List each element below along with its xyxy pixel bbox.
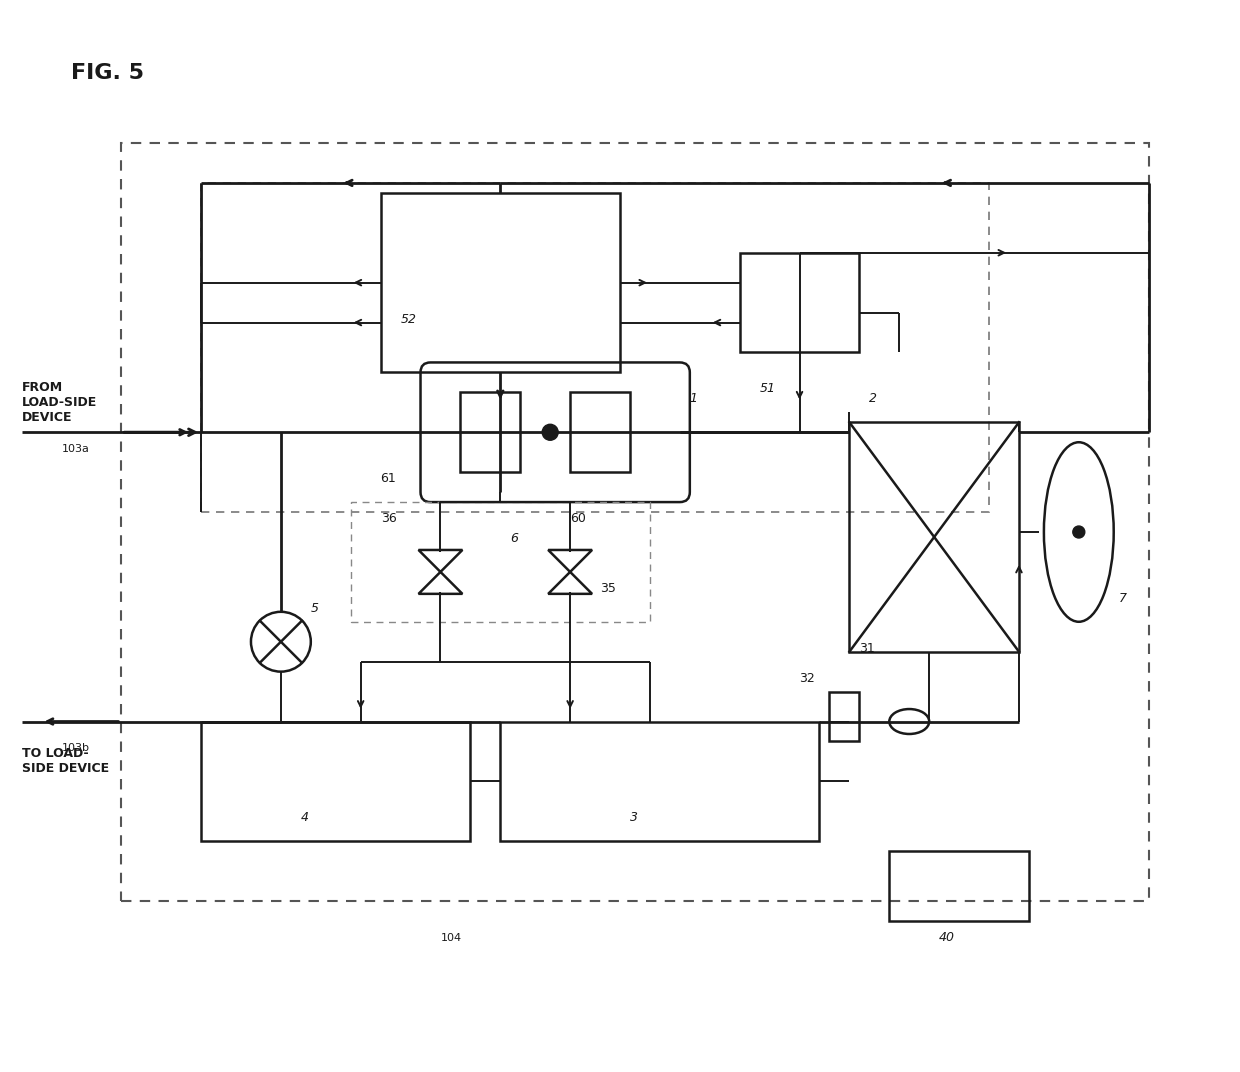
Text: FROM
LOAD-SIDE
DEVICE: FROM LOAD-SIDE DEVICE [21, 381, 97, 423]
Text: 31: 31 [859, 642, 875, 655]
Bar [849, 422, 1019, 652]
Text: 6: 6 [511, 532, 518, 545]
Text: 103a: 103a [62, 444, 89, 455]
Bar [570, 392, 630, 472]
Text: 7: 7 [1118, 592, 1127, 605]
Text: 32: 32 [800, 672, 815, 685]
Text: 1: 1 [689, 392, 698, 405]
Circle shape [1073, 526, 1085, 538]
Bar [740, 253, 859, 353]
Bar [500, 721, 820, 842]
Text: 103b: 103b [62, 744, 89, 754]
Text: 35: 35 [600, 582, 616, 595]
Text: 51: 51 [760, 383, 776, 396]
Bar [460, 392, 521, 472]
Text: TO LOAD-
SIDE DEVICE: TO LOAD- SIDE DEVICE [21, 747, 109, 775]
Circle shape [542, 425, 558, 441]
Text: 2: 2 [869, 392, 878, 405]
Text: FIG. 5: FIG. 5 [72, 63, 144, 84]
Bar [889, 851, 1029, 921]
Text: 40: 40 [939, 930, 955, 944]
Text: 36: 36 [381, 512, 397, 525]
Bar [201, 183, 990, 512]
Text: 104: 104 [440, 933, 461, 943]
Bar [201, 721, 470, 842]
Bar [830, 691, 859, 742]
Text: 3: 3 [630, 812, 637, 824]
Bar [381, 193, 620, 372]
Text: 60: 60 [570, 512, 587, 525]
Text: 4: 4 [301, 812, 309, 824]
Bar [351, 502, 650, 622]
Text: 52: 52 [401, 313, 417, 326]
Text: 61: 61 [381, 472, 397, 486]
Text: 5: 5 [311, 601, 319, 615]
Bar [122, 143, 1148, 902]
